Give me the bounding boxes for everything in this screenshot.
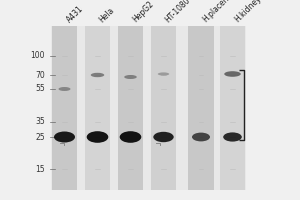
Ellipse shape [223, 132, 242, 142]
Ellipse shape [124, 75, 137, 79]
Text: H.kidney: H.kidney [232, 0, 262, 24]
FancyBboxPatch shape [52, 26, 77, 190]
FancyBboxPatch shape [118, 26, 143, 190]
Text: A431: A431 [64, 4, 85, 24]
Text: 15: 15 [35, 164, 45, 173]
Ellipse shape [158, 72, 169, 76]
Text: Hela: Hela [98, 5, 116, 24]
Text: HepG2: HepG2 [130, 0, 155, 24]
Text: 55: 55 [35, 84, 45, 93]
FancyBboxPatch shape [151, 26, 176, 190]
Ellipse shape [54, 132, 75, 142]
Ellipse shape [153, 132, 174, 142]
Text: 100: 100 [31, 51, 45, 60]
Ellipse shape [192, 133, 210, 141]
Ellipse shape [58, 87, 70, 91]
Ellipse shape [87, 131, 108, 143]
Text: H.placenta: H.placenta [201, 0, 237, 24]
Ellipse shape [224, 71, 241, 77]
Ellipse shape [120, 131, 141, 143]
Ellipse shape [91, 73, 104, 77]
Text: 25: 25 [35, 132, 45, 142]
Text: 70: 70 [35, 71, 45, 79]
FancyBboxPatch shape [51, 26, 246, 190]
Text: HT-1080: HT-1080 [164, 0, 192, 24]
Text: 35: 35 [35, 117, 45, 127]
FancyBboxPatch shape [188, 26, 214, 190]
FancyBboxPatch shape [220, 26, 245, 190]
FancyBboxPatch shape [85, 26, 110, 190]
